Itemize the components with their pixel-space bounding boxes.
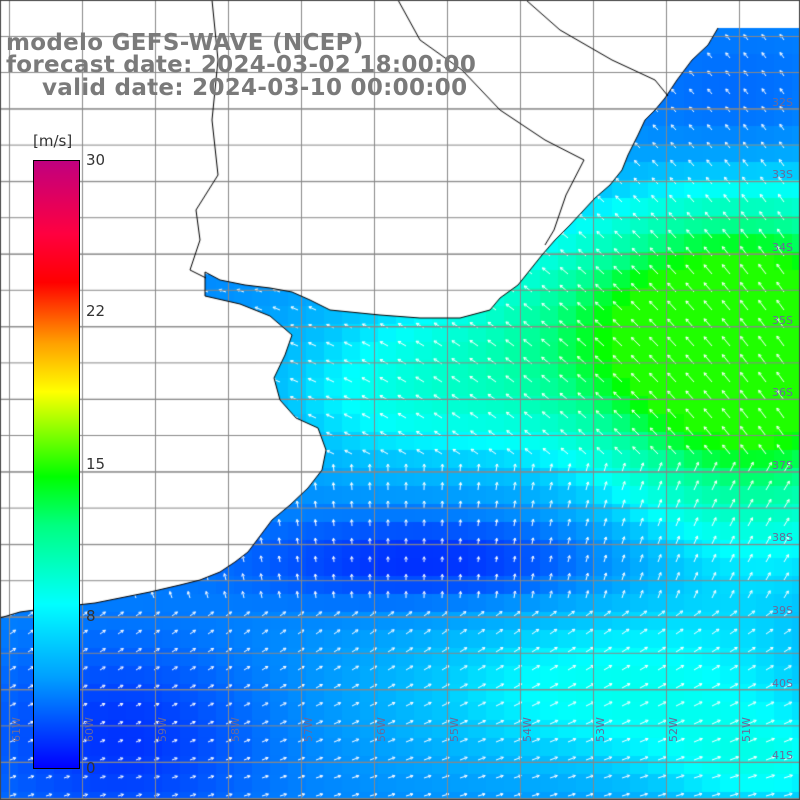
colorbar-tick-15: 15 <box>86 455 106 473</box>
lat-label-35s: 35S <box>772 314 793 327</box>
model-title: modelo GEFS-WAVE (NCEP) <box>6 30 364 56</box>
colorbar-tick-8: 8 <box>86 607 96 625</box>
lat-label-33s: 33S <box>772 168 793 181</box>
forecast-date: forecast date: 2024-03-02 18:00:00 <box>6 52 477 78</box>
lon-label-57w: 57W <box>302 717 315 742</box>
colorbar-unit: [m/s] <box>33 132 73 150</box>
lat-label-32s: 32S <box>772 96 793 109</box>
lon-label-55w: 55W <box>448 717 461 742</box>
lon-label-59w: 59W <box>156 717 169 742</box>
lon-label-54w: 54W <box>521 717 534 742</box>
colorbar-tick-22: 22 <box>86 302 106 320</box>
lat-label-38s: 38S <box>772 531 793 544</box>
valid-date: valid date: 2024-03-10 00:00:00 <box>42 75 468 101</box>
colorbar <box>33 160 80 769</box>
lon-label-60w: 60W <box>83 717 96 742</box>
lat-label-37s: 37S <box>772 459 793 472</box>
lon-label-52w: 52W <box>667 717 680 742</box>
lon-label-56w: 56W <box>375 717 388 742</box>
lon-label-51w: 51W <box>740 717 753 742</box>
lat-label-39s: 39S <box>772 604 793 617</box>
colorbar-tick-30: 30 <box>86 151 106 169</box>
colorbar-tick-0: 0 <box>86 759 96 777</box>
lat-label-34s: 34S <box>772 241 793 254</box>
lat-label-41s: 41S <box>772 749 793 762</box>
lon-label-61w: 61W <box>10 717 23 742</box>
lon-label-53w: 53W <box>594 717 607 742</box>
lat-label-40s: 40S <box>772 677 793 690</box>
lat-label-36s: 36S <box>772 386 793 399</box>
lon-label-58w: 58W <box>229 717 242 742</box>
